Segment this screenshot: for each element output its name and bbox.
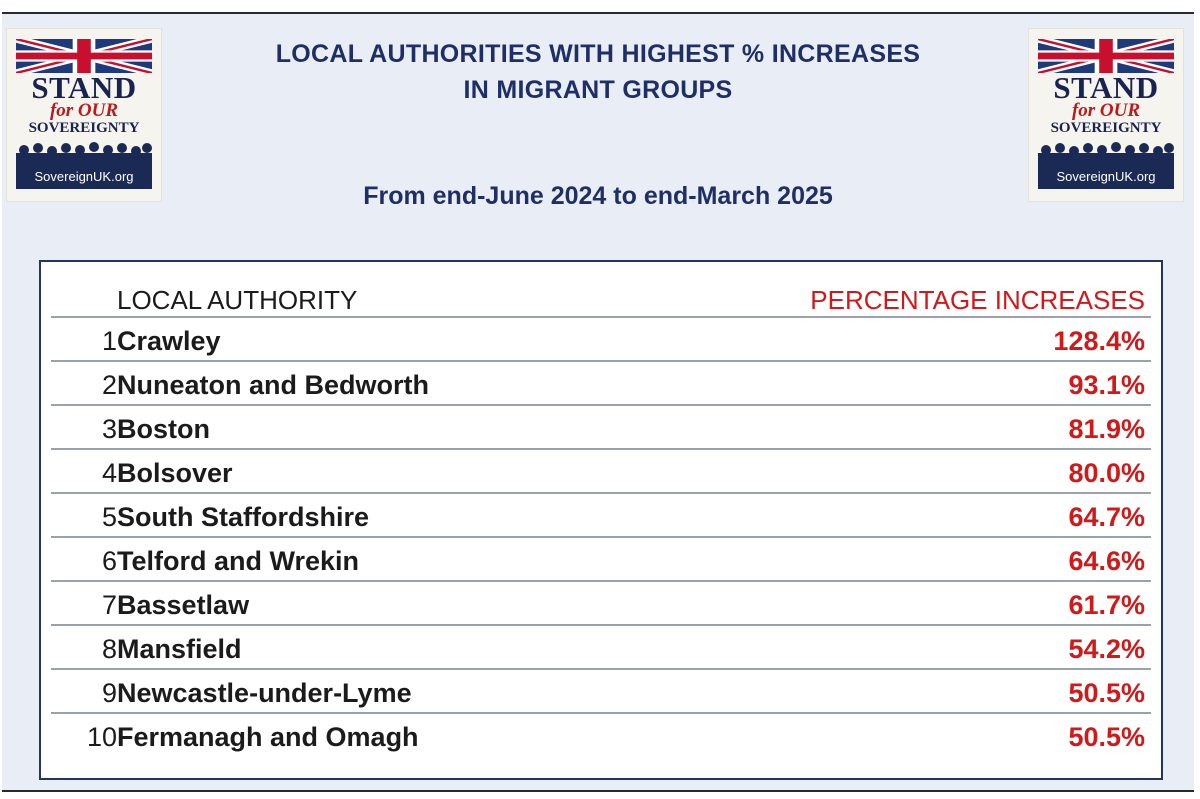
rank-number: 1 xyxy=(101,326,117,356)
percentage-increase: 50.5% xyxy=(1068,678,1145,708)
authority-name: Bolsover xyxy=(117,458,233,488)
title-line-2: IN MIGRANT GROUPS xyxy=(463,76,733,104)
percentage-increase: 128.4% xyxy=(1053,326,1145,356)
authority-name: South Staffordshire xyxy=(117,502,370,532)
percentage-increase: 93.1% xyxy=(1068,370,1145,400)
rank-number: 6 xyxy=(101,546,117,576)
authority-name: Crawley xyxy=(117,326,221,356)
logo-for-our-text: for OUR xyxy=(49,100,119,121)
table-row: 2 Nuneaton and Bedworth 93.1% xyxy=(51,362,1151,406)
page-title: LOCAL AUTHORITIES WITH HIGHEST % INCREAS… xyxy=(202,36,994,108)
authority-name: Fermanagh and Omagh xyxy=(117,722,419,752)
table-row: 5 South Staffordshire 64.7% xyxy=(51,494,1151,538)
authority-name: Newcastle-under-Lyme xyxy=(117,678,412,708)
authority-name: Boston xyxy=(117,414,210,444)
rank-number: 4 xyxy=(101,458,117,488)
logo-sovereignty-text: SOVEREIGNTY xyxy=(1050,120,1162,136)
title-line-1: LOCAL AUTHORITIES WITH HIGHEST % INCREAS… xyxy=(275,40,921,68)
table-row: 1 Crawley 128.4% xyxy=(51,318,1151,362)
percentage-increase: 81.9% xyxy=(1068,414,1145,444)
union-jack-icon xyxy=(1038,39,1174,73)
table-row: 10 Fermanagh and Omagh 50.5% xyxy=(51,714,1151,758)
rank-number: 10 xyxy=(86,722,117,752)
percentage-increase: 50.5% xyxy=(1068,722,1145,752)
authority-name: Nuneaton and Bedworth xyxy=(117,370,429,400)
logo-stand-text: STAND xyxy=(1053,70,1159,105)
logo-url: SovereignUK.org xyxy=(1038,165,1174,189)
table-header-row: LOCAL AUTHORITY PERCENTAGE INCREASES xyxy=(51,274,1151,318)
union-jack-icon xyxy=(16,39,152,73)
percentage-increase: 64.6% xyxy=(1068,546,1145,576)
rank-number: 2 xyxy=(101,370,117,400)
crowd-silhouette-icon xyxy=(16,142,152,165)
authority-name: Telford and Wrekin xyxy=(117,546,360,576)
table-row: 8 Mansfield 54.2% xyxy=(51,626,1151,670)
column-header-increase: PERCENTAGE INCREASES xyxy=(810,285,1145,315)
rank-number: 7 xyxy=(101,590,117,620)
table-row: 6 Telford and Wrekin 64.6% xyxy=(51,538,1151,582)
rank-number: 3 xyxy=(101,414,117,444)
logo-right: STAND for OUR SOVEREIGNTY SovereignUK.or… xyxy=(1028,28,1184,202)
table-row: 3 Boston 81.9% xyxy=(51,406,1151,450)
logo-stand-text: STAND xyxy=(31,70,137,105)
logo-for-our-text: for OUR xyxy=(1071,100,1141,121)
authority-name: Mansfield xyxy=(117,634,242,664)
percentage-increase: 64.7% xyxy=(1068,502,1145,532)
column-header-authority: LOCAL AUTHORITY xyxy=(117,285,358,315)
logo-sovereignty-text: SOVEREIGNTY xyxy=(28,120,140,136)
page-subtitle: From end-June 2024 to end-March 2025 xyxy=(363,182,833,210)
authority-name: Bassetlaw xyxy=(117,590,250,620)
rank-number: 9 xyxy=(101,678,117,708)
table-row: 4 Bolsover 80.0% xyxy=(51,450,1151,494)
ranking-table: LOCAL AUTHORITY PERCENTAGE INCREASES 1 C… xyxy=(39,260,1163,780)
table-row: 7 Bassetlaw 61.7% xyxy=(51,582,1151,626)
percentage-increase: 80.0% xyxy=(1068,458,1145,488)
rank-number: 5 xyxy=(101,502,117,532)
logo-url: SovereignUK.org xyxy=(16,165,152,189)
crowd-silhouette-icon xyxy=(1038,142,1174,165)
slide: STAND for OUR SOVEREIGNTY SovereignUK.or… xyxy=(2,12,1194,792)
table-row: 9 Newcastle-under-Lyme 50.5% xyxy=(51,670,1151,714)
logo-left: STAND for OUR SOVEREIGNTY SovereignUK.or… xyxy=(6,28,162,202)
percentage-increase: 61.7% xyxy=(1068,590,1145,620)
rank-number: 8 xyxy=(101,634,117,664)
percentage-increase: 54.2% xyxy=(1068,634,1145,664)
